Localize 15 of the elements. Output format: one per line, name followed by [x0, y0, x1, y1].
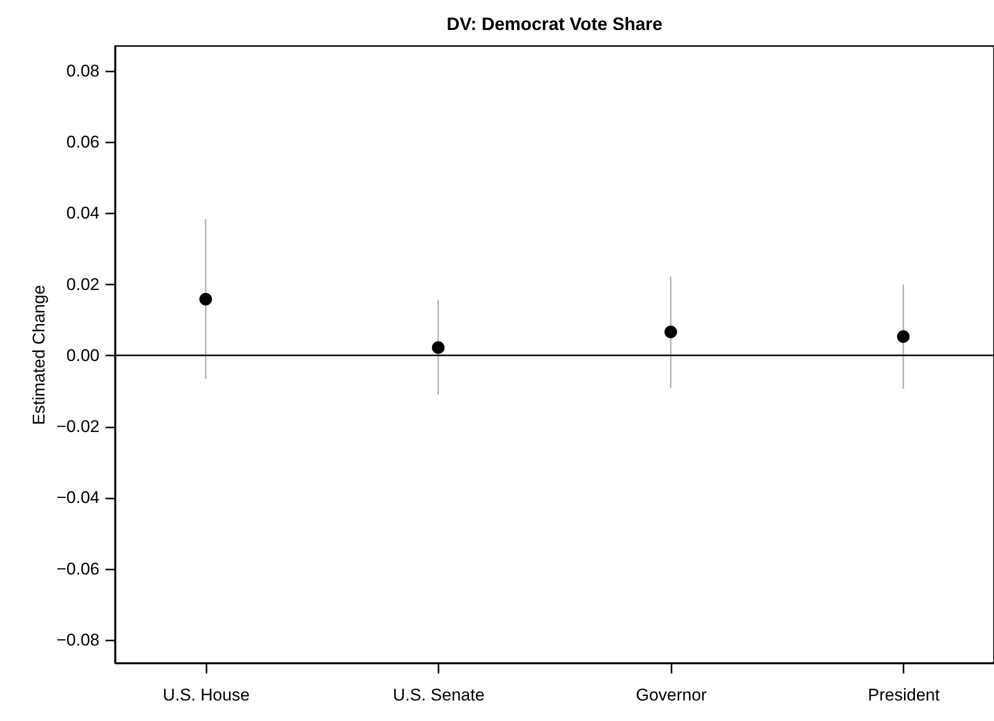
text: 0.02	[66, 274, 100, 294]
x-tick-label: Governor	[636, 686, 708, 704]
x-tick-label: U.S. Senate	[392, 686, 485, 704]
y-axis-title: Estimated Change	[29, 285, 48, 425]
text: 0.06	[66, 132, 100, 152]
chart-title: DV: Democrat Vote Share	[446, 14, 662, 34]
x-tick-label: U.S. House	[162, 686, 250, 704]
y-tick-label: −0.04	[56, 488, 100, 508]
y-tick-label: −0.08	[56, 630, 100, 650]
y-tick-label: −0.02	[56, 417, 100, 436]
text: 0.04	[66, 204, 100, 223]
text: 0.00	[66, 346, 100, 365]
text: 0.08	[66, 61, 100, 80]
y-tick-label: −0.06	[56, 559, 100, 578]
x-tick-label: President	[868, 686, 940, 704]
